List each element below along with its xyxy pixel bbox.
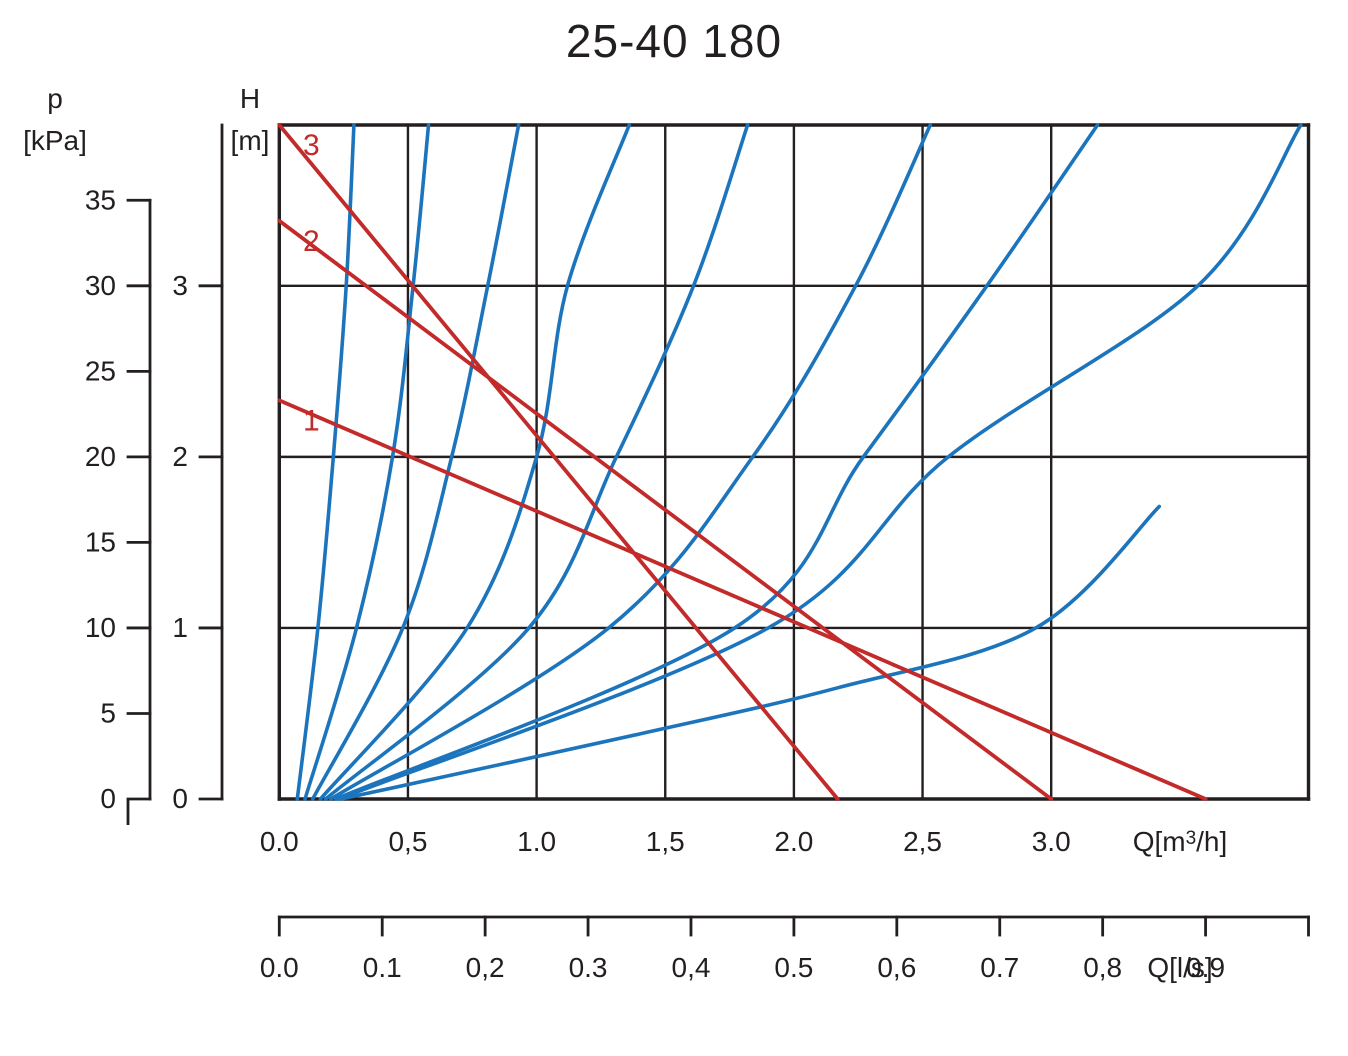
svg-text:25: 25 [85,355,116,386]
svg-text:0,6: 0,6 [877,952,916,983]
svg-text:2.0: 2.0 [774,826,813,857]
svg-text:2: 2 [303,225,320,258]
svg-text:0,5: 0,5 [388,826,427,857]
svg-text:0,4: 0,4 [672,952,711,983]
svg-text:0.5: 0.5 [774,952,813,983]
svg-text:1: 1 [172,612,188,643]
svg-text:2: 2 [172,441,188,472]
svg-text:[kPa]: [kPa] [23,125,87,156]
svg-text:[m]: [m] [231,125,270,156]
svg-text:0.0: 0.0 [260,952,299,983]
svg-text:10: 10 [85,612,116,643]
svg-text:2,5: 2,5 [903,826,942,857]
svg-text:0.7: 0.7 [980,952,1019,983]
svg-text:15: 15 [85,526,116,557]
svg-text:30: 30 [85,270,116,301]
svg-text:1: 1 [303,404,320,437]
svg-text:0: 0 [100,783,116,814]
svg-text:Q[m3/h]: Q[m3/h] [1133,826,1228,857]
svg-text:5: 5 [100,697,116,728]
svg-text:0.0: 0.0 [260,826,299,857]
svg-text:H: H [240,83,260,114]
svg-text:20: 20 [85,441,116,472]
svg-text:1,5: 1,5 [646,826,685,857]
svg-text:0,8: 0,8 [1083,952,1122,983]
svg-text:p: p [47,83,63,114]
svg-text:0,2: 0,2 [466,952,505,983]
svg-text:0.3: 0.3 [569,952,608,983]
svg-text:0: 0 [172,783,188,814]
svg-text:3: 3 [172,270,188,301]
svg-text:0.1: 0.1 [363,952,402,983]
svg-text:3: 3 [303,129,320,162]
svg-text:1.0: 1.0 [517,826,556,857]
svg-text:Q[l/s]: Q[l/s] [1147,952,1212,983]
svg-text:3.0: 3.0 [1032,826,1071,857]
svg-text:35: 35 [85,184,116,215]
